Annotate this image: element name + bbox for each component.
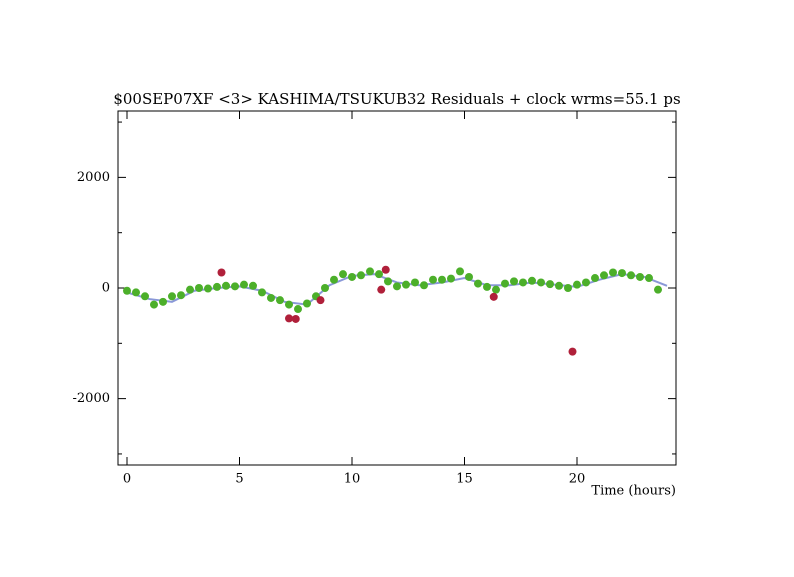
residual-point: [465, 272, 473, 281]
residual-point: [438, 275, 446, 284]
residual-point: [258, 288, 266, 297]
residual-point: [474, 279, 482, 288]
x-tick-label: 5: [235, 472, 243, 487]
residual-point: [609, 268, 617, 277]
residual-point: [222, 281, 230, 290]
residual-point: [294, 305, 302, 314]
residual-point: [285, 300, 293, 309]
residual-point: [204, 284, 212, 293]
y-tick-label: 0: [102, 281, 110, 296]
residual-point: [240, 280, 248, 289]
residual-point: [537, 278, 545, 287]
residual-point: [186, 285, 194, 294]
residual-point: [375, 270, 383, 279]
residual-point: [177, 291, 185, 300]
residual-point: [492, 285, 500, 294]
residual-point: [456, 267, 464, 276]
residual-point: [645, 274, 653, 283]
residual-point: [217, 268, 226, 277]
residual-point: [384, 277, 392, 286]
residual-point: [402, 280, 410, 289]
x-tick-label: 20: [569, 472, 586, 487]
residual-point: [546, 280, 554, 289]
residual-point: [267, 293, 275, 302]
residual-point: [501, 279, 509, 288]
residual-point: [330, 275, 338, 284]
residual-point: [489, 292, 498, 301]
residual-point: [213, 282, 221, 291]
x-tick-label: 0: [123, 472, 131, 487]
residual-point: [348, 272, 356, 281]
residual-point: [339, 270, 347, 279]
residual-point: [411, 278, 419, 287]
residual-point: [591, 274, 599, 283]
residual-point: [627, 271, 635, 280]
residual-point: [150, 300, 158, 309]
residual-point: [510, 277, 518, 286]
residual-point: [276, 296, 284, 305]
chart-title: $00SEP07XF <3> KASHIMA/TSUKUB32 Residual…: [113, 90, 680, 108]
residual-point: [618, 269, 626, 278]
residual-point: [519, 278, 527, 287]
residual-point: [291, 314, 300, 323]
residual-point: [168, 292, 176, 301]
residual-point: [393, 282, 401, 291]
x-tick-label: 10: [344, 472, 361, 487]
residual-point: [377, 285, 386, 294]
residual-point: [654, 285, 662, 294]
residual-point: [316, 296, 325, 305]
residual-point: [381, 265, 390, 274]
residual-point: [636, 272, 644, 281]
residual-point: [447, 274, 455, 283]
residual-point: [573, 280, 581, 289]
residual-point: [231, 282, 239, 291]
residual-point: [132, 288, 140, 297]
residual-point: [141, 292, 149, 301]
residual-point: [568, 347, 577, 356]
x-axis-label: Time (hours): [591, 484, 676, 499]
y-tick-label: -2000: [73, 391, 110, 406]
residual-point: [285, 314, 293, 323]
residual-point: [357, 271, 365, 280]
residual-point: [249, 281, 257, 290]
residual-point: [420, 281, 428, 290]
residual-point: [123, 286, 131, 295]
residual-point: [195, 284, 203, 292]
y-tick-label: 2000: [77, 170, 110, 185]
residual-point: [159, 297, 167, 306]
residual-point: [555, 281, 563, 290]
residual-point: [429, 275, 437, 284]
residual-point: [528, 276, 536, 285]
residual-point: [321, 284, 329, 292]
residual-point: [483, 282, 491, 291]
residual-point: [564, 284, 572, 292]
residual-point: [600, 271, 608, 280]
residual-point: [366, 267, 374, 276]
x-tick-label: 15: [456, 472, 473, 487]
residual-point: [303, 299, 311, 308]
residual-point: [582, 278, 590, 287]
